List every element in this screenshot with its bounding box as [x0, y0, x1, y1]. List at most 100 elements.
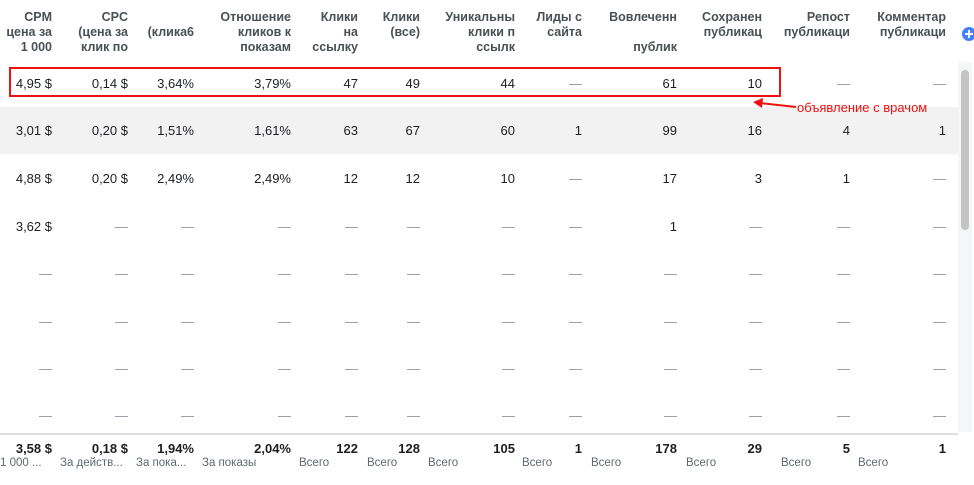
table-cell: —	[502, 219, 515, 234]
table-cell: 63	[343, 123, 358, 138]
table-row[interactable]: — — — — — — — — — — — —	[0, 392, 958, 439]
table-cell: —	[569, 76, 582, 91]
table-cell: —	[181, 314, 194, 329]
total-value: 122	[336, 441, 358, 456]
table-cell: —	[39, 314, 52, 329]
total-value: 0,18 $	[91, 441, 128, 456]
table-cell: 12	[405, 171, 420, 186]
total-value: 5	[842, 441, 850, 456]
annotation-note: объявление с врачом	[797, 100, 928, 115]
table-cell: —	[569, 314, 582, 329]
total-label: Всего	[591, 457, 622, 469]
column-header-3[interactable]: (клика6	[147, 25, 194, 39]
table-cell: —	[345, 314, 358, 329]
table-cell: —	[345, 361, 358, 376]
table-cell: 2,49%	[254, 171, 291, 186]
table-cell: —	[502, 408, 515, 423]
table-cell: —	[933, 314, 946, 329]
table-cell: —	[181, 361, 194, 376]
total-label: Всего	[367, 457, 398, 469]
table-cell: —	[837, 361, 850, 376]
column-header-2[interactable]: CPC (цена за клик по	[78, 10, 128, 54]
table-cell: —	[278, 408, 291, 423]
table-cell: 67	[405, 123, 420, 138]
table-cell: 2,49%	[157, 171, 194, 186]
table-cell: —	[837, 408, 850, 423]
table-cell: —	[933, 361, 946, 376]
table-cell: —	[181, 408, 194, 423]
arrow-left-icon	[753, 98, 797, 108]
table-cell: —	[933, 266, 946, 281]
table-cell: 0,20 $	[91, 123, 128, 138]
table-cell: —	[115, 219, 128, 234]
table-row[interactable]: 4,88 $ 0,20 $ 2,49% 2,49% 12 12 10 — 17 3 1 —	[0, 155, 958, 202]
table-cell: 4,88 $	[15, 171, 52, 186]
table-cell: 3,64%	[157, 76, 194, 91]
table-cell: —	[115, 314, 128, 329]
column-header-7[interactable]: Уникальны клики п ссылк	[445, 10, 515, 54]
total-value: 1,94%	[157, 441, 194, 456]
total-value: 178	[655, 441, 677, 456]
table-cell: —	[664, 314, 677, 329]
total-value: 29	[747, 441, 762, 456]
column-header-4[interactable]: Отношение кликов к показам	[220, 10, 291, 54]
table-row[interactable]: 4,95 $ 0,14 $ 3,64% 3,79% 47 49 44 — 61 10 — —	[0, 60, 958, 107]
column-header-5[interactable]: Клики на ссылку	[312, 10, 358, 54]
table-row[interactable]: — — — — — — — — — — — —	[0, 345, 958, 392]
table-cell: —	[407, 361, 420, 376]
ads-report-table: CPM цена за 1 000 CPC (цена за клик по (к…	[0, 10, 958, 485]
table-cell: 44	[500, 76, 515, 91]
table-cell: —	[837, 314, 850, 329]
plus-circle-icon[interactable]	[962, 27, 974, 41]
table-cell: —	[569, 266, 582, 281]
total-label: Всего	[858, 457, 889, 469]
table-cell: 10	[500, 171, 515, 186]
table-footer-totals: 3,58 $1 000 ... 0,18 $ За действ... 1,94% За…	[0, 433, 958, 485]
table-cell: —	[502, 314, 515, 329]
table-cell: —	[569, 219, 582, 234]
table-cell: 1	[938, 123, 946, 138]
table-cell: —	[664, 408, 677, 423]
column-header-10[interactable]: Сохранен публикац	[702, 10, 762, 39]
table-cell: —	[749, 314, 762, 329]
column-header-11[interactable]: Репост публикаци	[783, 10, 850, 39]
table-row[interactable]: — — — — — — — — — — — —	[0, 298, 958, 345]
column-header-12[interactable]: Комментар публикаци	[877, 10, 946, 39]
table-cell: —	[749, 408, 762, 423]
column-header-1[interactable]: CPM цена за 1 000	[6, 10, 52, 54]
table-cell: —	[933, 76, 946, 91]
table-row[interactable]: 3,62 $ — — — — — — — 1 — — —	[0, 203, 958, 250]
table-cell: 10	[747, 76, 762, 91]
table-cell: 3,79%	[254, 76, 291, 91]
table-cell: —	[115, 408, 128, 423]
table-cell: —	[115, 361, 128, 376]
table-row[interactable]: — — — — — — — — — — — —	[0, 250, 958, 297]
total-value: 128	[398, 441, 420, 456]
table-cell: 12	[343, 171, 358, 186]
table-cell: —	[933, 171, 946, 186]
table-cell: 99	[662, 123, 677, 138]
table-cell: —	[749, 266, 762, 281]
table-cell: 47	[343, 76, 358, 91]
table-cell: —	[569, 408, 582, 423]
table-cell: —	[39, 361, 52, 376]
total-value: 3,58 $	[15, 441, 52, 456]
total-label: За пока...	[136, 457, 187, 469]
table-cell: —	[181, 219, 194, 234]
table-row[interactable]: 3,01 $ 0,20 $ 1,51% 1,61% 63 67 60 1 99 16 4 1	[0, 107, 958, 154]
table-cell: —	[407, 408, 420, 423]
table-cell: —	[933, 219, 946, 234]
table-cell: —	[345, 408, 358, 423]
column-header-9[interactable]: Вовлеченн публик	[609, 10, 677, 54]
table-cell: 1,51%	[157, 123, 194, 138]
table-cell: 49	[405, 76, 420, 91]
table-cell: —	[749, 361, 762, 376]
table-cell: —	[278, 266, 291, 281]
scrollbar-thumb[interactable]	[961, 70, 969, 230]
total-label: Всего	[428, 457, 459, 469]
table-cell: —	[837, 219, 850, 234]
table-cell: —	[407, 219, 420, 234]
column-header-6[interactable]: Клики (все)	[382, 10, 420, 39]
total-label: За действ...	[60, 457, 123, 469]
column-header-8[interactable]: Лиды с сайта	[536, 10, 583, 39]
